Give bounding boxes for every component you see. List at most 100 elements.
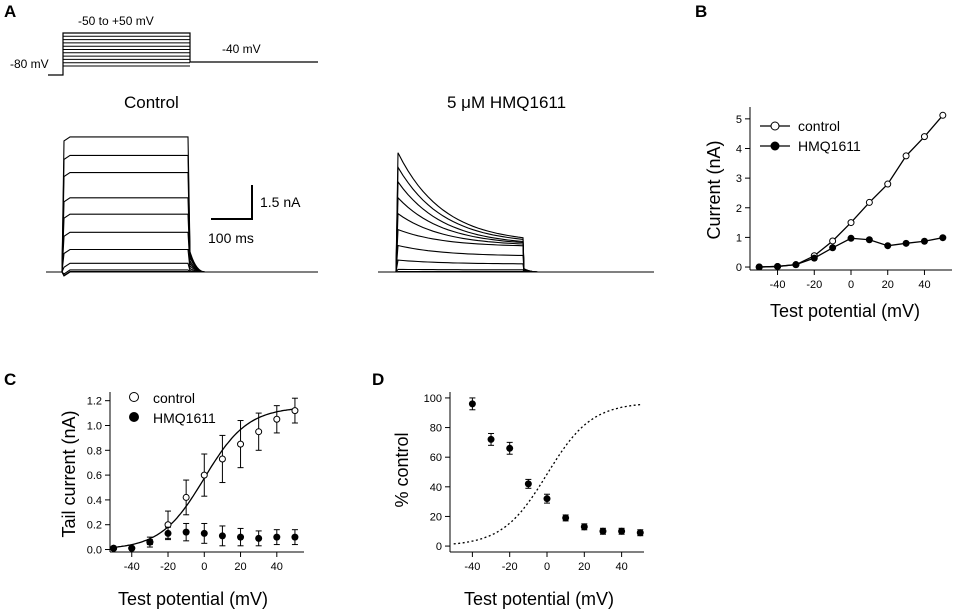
chart-c-x-tick-label: 20 [234, 561, 246, 573]
chart-b-point-control [847, 219, 855, 227]
chart-b-point-control [829, 237, 837, 245]
chart-d-y-tick-label: 80 [430, 423, 442, 435]
chart-d-x-tick-label: -20 [502, 561, 518, 573]
chart-b-x-tick-label: -40 [770, 279, 786, 291]
chart-b: -40 -20 0 20 40 0 1 2 3 4 5 control HMQ1611 Test p… [704, 107, 952, 321]
chart-d-x-tick-label: 20 [578, 561, 590, 573]
chart-c-y-tick-label: 1.2 [87, 396, 102, 408]
chart-b-x-tick-label: -20 [806, 279, 822, 291]
chart-b-point-hmq1611 [810, 254, 818, 262]
chart-c-point-hmq1611 [237, 533, 245, 541]
legend-c-hmq-marker [129, 412, 139, 422]
drug-trace [378, 196, 654, 273]
chart-d-point [468, 400, 476, 408]
chart-c-point-hmq1611 [164, 529, 172, 537]
control-trace [46, 271, 318, 277]
drug-trace [378, 152, 654, 273]
chart-c-point-control [291, 407, 299, 415]
chart-c-ylabel: Tail current (nA) [59, 410, 79, 537]
chart-c-point-hmq1611 [146, 538, 154, 546]
chart-b-point-hmq1611 [755, 263, 763, 271]
chart-c-x-tick-label: -20 [160, 561, 176, 573]
drug-trace [378, 165, 654, 273]
chart-c-point-hmq1611 [218, 532, 226, 540]
chart-d-ylabel: % control [392, 432, 412, 507]
chart-c-point-hmq1611 [128, 544, 136, 552]
chart-b-point-control [884, 180, 892, 188]
chart-d-y-tick-label: 40 [430, 482, 442, 494]
drug-current-traces [378, 152, 654, 273]
chart-d-point [506, 444, 514, 452]
chart-b-point-hmq1611 [884, 242, 892, 250]
legend-c-control-marker [129, 392, 139, 402]
chart-b-point-hmq1611 [865, 236, 873, 244]
chart-d-point [543, 495, 551, 503]
chart-c-x-tick-label: -40 [124, 561, 140, 573]
chart-c-point-hmq1611 [291, 533, 299, 541]
chart-b-y-tick-label: 2 [736, 203, 742, 215]
control-trace [46, 248, 318, 273]
chart-b-y-tick-label: 5 [736, 114, 742, 126]
chart-b-point-control [920, 133, 928, 141]
control-trace [46, 231, 318, 273]
chart-d-y-tick-label: 100 [424, 393, 442, 405]
chart-b-point-control [865, 198, 873, 206]
drug-trace [378, 244, 654, 273]
chart-b-point-hmq1611 [939, 234, 947, 242]
panel-label-c: C [4, 370, 16, 389]
chart-c-point-hmq1611 [200, 529, 208, 537]
chart-c-point-hmq1611 [182, 528, 190, 536]
chart-c-point-hmq1611 [273, 533, 281, 541]
legend-c-control-label: control [153, 390, 195, 406]
scale-bar-lines [211, 185, 253, 220]
chart-b-y-tick-label: 0 [736, 262, 742, 274]
chart-c-y-tick-label: 0.2 [87, 520, 102, 532]
legend-hmq-marker [770, 141, 780, 151]
chart-c-point-control [218, 455, 226, 463]
chart-c-y-tick-label: 0.4 [87, 495, 102, 507]
chart-c: -40 -20 0 20 40 0.0 0.2 0.4 0.6 0.8 1.0 1.2 control… [59, 390, 304, 609]
chart-c-x-tick-label: 40 [271, 561, 283, 573]
chart-b-marks [755, 111, 947, 271]
chart-b-y-tick-label: 4 [736, 143, 742, 155]
chart-c-point-control [237, 440, 245, 448]
control-traces-title: Control [124, 93, 179, 112]
legend-c-hmq-label: HMQ1611 [153, 410, 216, 426]
chart-c-point-hmq1611 [110, 544, 118, 552]
chart-d-point [618, 527, 626, 535]
panel-label-d: D [372, 370, 384, 389]
scale-bar-current-label: 1.5 nA [260, 194, 301, 210]
panel-label-a: A [4, 2, 16, 21]
chart-b-xlabel: Test potential (mV) [770, 301, 920, 321]
chart-b-point-hmq1611 [847, 234, 855, 242]
chart-b-axes: -40 -20 0 20 40 0 1 2 3 4 5 [736, 107, 952, 291]
legend-control-marker [770, 121, 780, 131]
chart-c-x-tick-label: 0 [201, 561, 207, 573]
chart-c-y-tick-label: 1.0 [87, 420, 102, 432]
chart-d-axes: -40 -20 0 20 40 0 20 40 60 80 100 [424, 392, 644, 573]
chart-d-xlabel: Test potential (mV) [464, 589, 614, 609]
chart-b-x-tick-label: 40 [918, 279, 930, 291]
control-trace [46, 172, 318, 273]
chart-c-point-control [255, 428, 263, 436]
chart-b-x-tick-label: 20 [882, 279, 894, 291]
chart-b-line-HMQ1611 [759, 237, 943, 268]
chart-d-point [580, 523, 588, 531]
chart-d-y-tick-label: 0 [436, 541, 442, 553]
legend-hmq-label: HMQ1611 [798, 138, 861, 154]
chart-c-y-tick-label: 0.8 [87, 445, 102, 457]
chart-c-point-hmq1611 [255, 534, 263, 542]
chart-c-point-control [200, 471, 208, 479]
chart-b-point-hmq1611 [902, 239, 910, 247]
legend-control-label: control [798, 118, 840, 134]
chart-d-point [562, 514, 570, 522]
chart-d-reference-curve [453, 403, 641, 545]
protocol-tail-label: -40 mV [222, 42, 261, 56]
scale-bar-time-label: 100 ms [208, 230, 254, 246]
chart-b-point-hmq1611 [792, 261, 800, 269]
chart-c-y-tick-label: 0.6 [87, 470, 102, 482]
chart-d-point [599, 527, 607, 535]
chart-b-y-tick-label: 1 [736, 232, 742, 244]
chart-d-point [636, 529, 644, 537]
